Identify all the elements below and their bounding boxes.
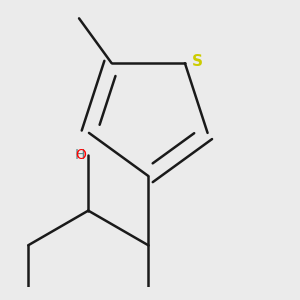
Text: S: S: [192, 54, 203, 69]
Text: O: O: [76, 148, 86, 162]
Text: H: H: [74, 148, 85, 162]
